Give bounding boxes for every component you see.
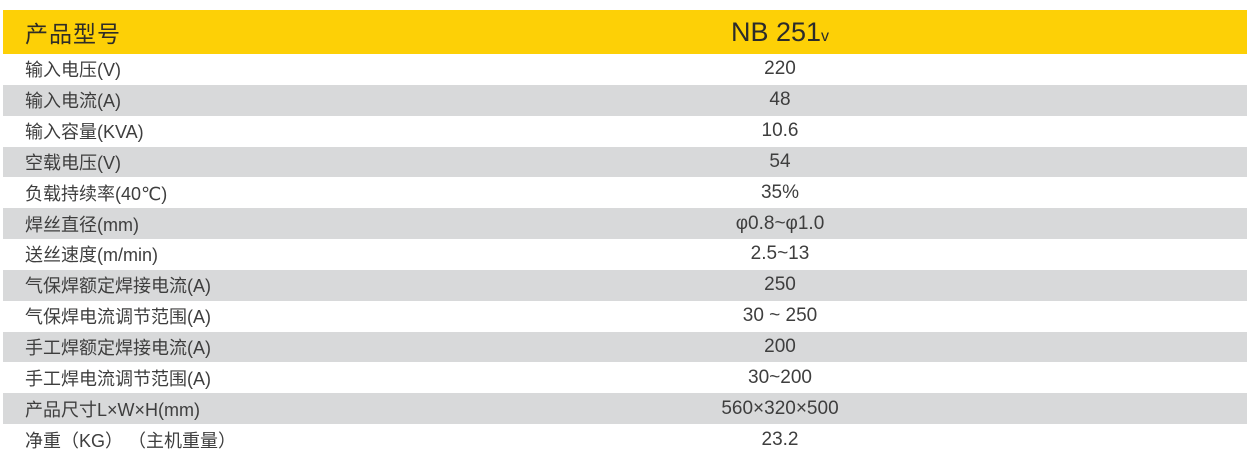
row-label: 输入电流(A): [25, 91, 121, 112]
table-row: 产品尺寸L×W×H(mm) 560×320×500: [3, 393, 1247, 425]
row-label: 净重（KG） （主机重量）: [25, 430, 237, 451]
row-value: 30 ~ 250: [742, 305, 818, 327]
table-row: 净重（KG） （主机重量） 23.2: [3, 424, 1247, 455]
table-row: 输入电压(V) 220: [3, 54, 1247, 85]
table-row: 气保焊额定焊接电流(A) 250: [3, 269, 1247, 301]
row-value: 10.6: [761, 120, 799, 142]
row-label: 气保焊电流调节范围(A): [25, 307, 211, 328]
row-label: 气保焊额定焊接电流(A): [25, 276, 211, 297]
table-row: 气保焊电流调节范围(A) 30 ~ 250: [3, 300, 1247, 332]
row-value: 48: [769, 89, 791, 111]
table-row: 负载持续率(40℃) 35%: [3, 177, 1247, 209]
table-row: 输入容量(KVA) 10.6: [3, 115, 1247, 147]
row-label: 输入电压(V): [25, 60, 121, 81]
row-value: 560×320×500: [721, 397, 839, 419]
row-label: 手工焊额定焊接电流(A): [25, 338, 211, 359]
row-value: 200: [764, 336, 796, 358]
row-label: 输入容量(KVA): [25, 122, 144, 143]
table-row: 输入电流(A) 48: [3, 84, 1247, 116]
row-label: 空载电压(V): [25, 152, 121, 173]
row-value: φ0.8~φ1.0: [735, 212, 825, 234]
table-row: 手工焊额定焊接电流(A) 200: [3, 331, 1247, 363]
table-row: 焊丝直径(mm) φ0.8~φ1.0: [3, 208, 1247, 240]
row-value: 35%: [760, 181, 800, 203]
product-spec-table: 产品型号 NB 251v 输入电压(V) 220 输入电流(A) 48 输入容量(KVA…: [3, 10, 1247, 455]
row-value: 250: [764, 274, 796, 296]
row-value: 30~200: [748, 366, 812, 388]
row-value: 23.2: [761, 428, 799, 450]
row-value: 2.5~13: [750, 243, 810, 265]
table-row: 空载电压(V) 54: [3, 146, 1247, 178]
model-name-subscript: v: [821, 27, 830, 45]
model-name: NB 251: [730, 16, 822, 47]
row-label: 送丝速度(m/min): [25, 245, 158, 266]
row-label: 产品尺寸L×W×H(mm): [25, 399, 200, 420]
header-product-model-label: 产品型号: [25, 21, 121, 47]
row-value: 220: [764, 58, 796, 80]
table-header-row: 产品型号 NB 251v: [3, 10, 1247, 54]
row-label: 手工焊电流调节范围(A): [25, 368, 211, 389]
row-value: 54: [769, 150, 791, 172]
table-row: 手工焊电流调节范围(A) 30~200: [3, 362, 1247, 394]
table-row: 送丝速度(m/min) 2.5~13: [3, 239, 1247, 270]
header-model-value: NB 251v: [383, 17, 1177, 48]
row-label: 负载持续率(40℃): [25, 183, 168, 204]
table-body: 输入电压(V) 220 输入电流(A) 48 输入容量(KVA) 10.6 空载电压(V) 5…: [3, 54, 1247, 455]
row-label: 焊丝直径(mm): [25, 214, 139, 235]
